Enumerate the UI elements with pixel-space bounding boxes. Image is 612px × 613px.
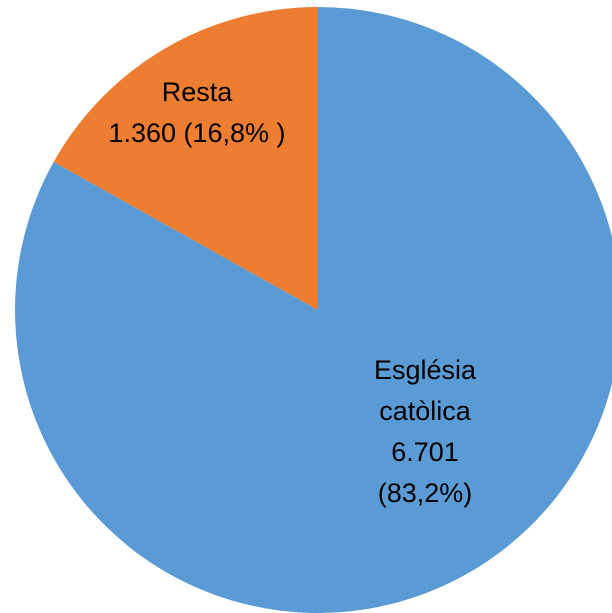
pie-slice xyxy=(15,7,612,613)
data-label: Església catòlica 6.701 (83,2%) xyxy=(350,350,500,514)
slice-value: 6.701 (83,2%) xyxy=(377,437,473,508)
slice-name: Resta xyxy=(161,77,233,107)
slice-name: Església catòlica xyxy=(373,355,477,426)
data-label: Resta 1.360 (16,8% ) xyxy=(62,72,332,154)
slice-value: 1.360 (16,8% ) xyxy=(108,118,286,148)
pie-slice xyxy=(53,7,319,310)
